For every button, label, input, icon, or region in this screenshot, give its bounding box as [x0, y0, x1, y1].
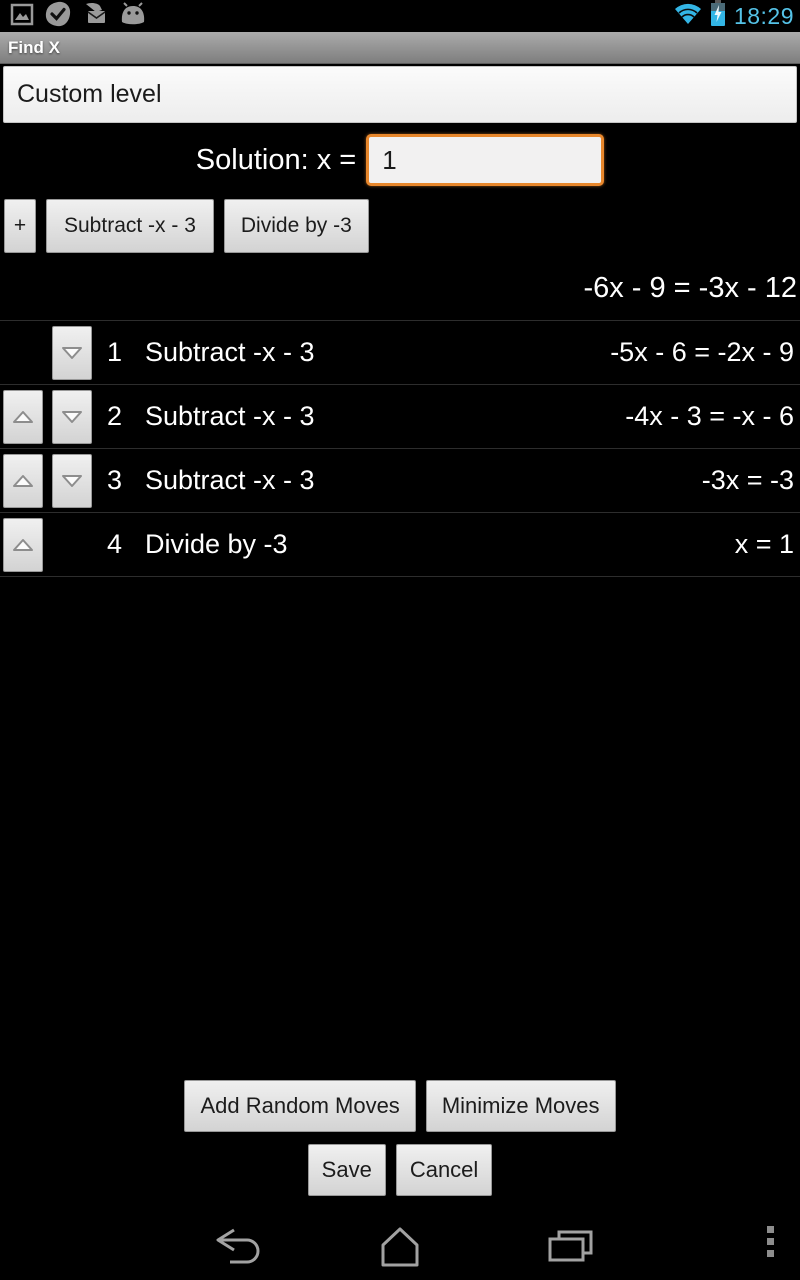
notification-icons [10, 1, 147, 32]
move-index: 1 [107, 337, 123, 367]
menu-icon[interactable] [767, 1226, 774, 1257]
title-bar: Find X [0, 32, 800, 64]
move-equation: -5x - 6 = -2x - 9 [610, 337, 794, 367]
move-up-button[interactable] [3, 389, 43, 444]
move-up-slot [3, 453, 43, 508]
home-icon[interactable] [372, 1224, 428, 1273]
move-index: 2 [107, 401, 123, 431]
move-down-slot [52, 389, 92, 444]
add-random-moves-button[interactable]: Add Random Moves [184, 1080, 416, 1132]
clock: 18:29 [733, 2, 794, 29]
move-row-1: 1 Subtract -x - 3 -5x - 6 = -2x - 9 [0, 321, 800, 385]
moves-list: 1 Subtract -x - 3 -5x - 6 = -2x - 9 2 Su… [0, 320, 800, 577]
move-down-button[interactable] [52, 389, 92, 444]
move-row-3: 3 Subtract -x - 3 -3x = -3 [0, 449, 800, 513]
level-name-input[interactable] [3, 66, 797, 123]
move-index: 3 [107, 465, 123, 495]
system-status: 18:29 [674, 0, 794, 32]
solution-label: Solution: x = [195, 143, 357, 176]
cancel-button[interactable]: Cancel [395, 1144, 493, 1196]
move-row-4: 4 Divide by -3 x = 1 [0, 513, 800, 577]
move-up-slot [3, 517, 43, 572]
check-icon [45, 1, 71, 32]
move-label: Divide by -3 [145, 529, 288, 559]
move-label: Subtract -x - 3 [145, 401, 315, 431]
move-up-slot [3, 389, 43, 444]
start-equation: -6x - 9 = -3x - 12 [583, 272, 797, 304]
move-equation: -3x = -3 [701, 465, 794, 495]
solution-row: Solution: x = [0, 131, 800, 189]
move-down-button[interactable] [52, 325, 92, 380]
move-down-slot [52, 325, 92, 380]
subtract-move-button[interactable]: Subtract -x - 3 [46, 199, 214, 253]
recents-icon[interactable] [542, 1224, 598, 1273]
move-up-button[interactable] [3, 517, 43, 572]
navigation-bar [0, 1212, 800, 1280]
screenshot-icon [10, 2, 34, 31]
solution-input[interactable] [366, 134, 605, 186]
move-label: Subtract -x - 3 [145, 337, 315, 367]
app-title: Find X [8, 37, 60, 57]
move-down-slot [52, 453, 92, 508]
move-label: Subtract -x - 3 [145, 465, 315, 495]
android-icon [119, 1, 147, 31]
move-up-button[interactable] [3, 453, 43, 508]
save-button[interactable]: Save [307, 1144, 386, 1196]
wifi-icon [674, 2, 702, 30]
move-index: 4 [107, 529, 123, 559]
action-row-top: Add Random Moves Minimize Moves [0, 1080, 800, 1132]
email-icon [82, 2, 108, 31]
minimize-moves-button[interactable]: Minimize Moves [425, 1080, 616, 1132]
spacer [0, 577, 800, 1080]
move-row-2: 2 Subtract -x - 3 -4x - 3 = -x - 6 [0, 385, 800, 449]
level-editor: Solution: x = + Subtract -x - 3 Divide b… [0, 64, 800, 1212]
status-bar[interactable]: 18:29 [0, 0, 800, 32]
add-move-button[interactable]: + [4, 199, 36, 253]
divide-move-button[interactable]: Divide by -3 [223, 199, 369, 253]
action-row-bottom: Save Cancel [0, 1144, 800, 1196]
move-equation: x = 1 [734, 529, 794, 559]
move-equation: -4x - 3 = -x - 6 [625, 401, 794, 431]
back-icon[interactable] [207, 1224, 263, 1273]
move-down-button[interactable] [52, 453, 92, 508]
battery-charging-icon [709, 0, 727, 32]
move-buttons-row: + Subtract -x - 3 Divide by -3 [4, 199, 800, 253]
